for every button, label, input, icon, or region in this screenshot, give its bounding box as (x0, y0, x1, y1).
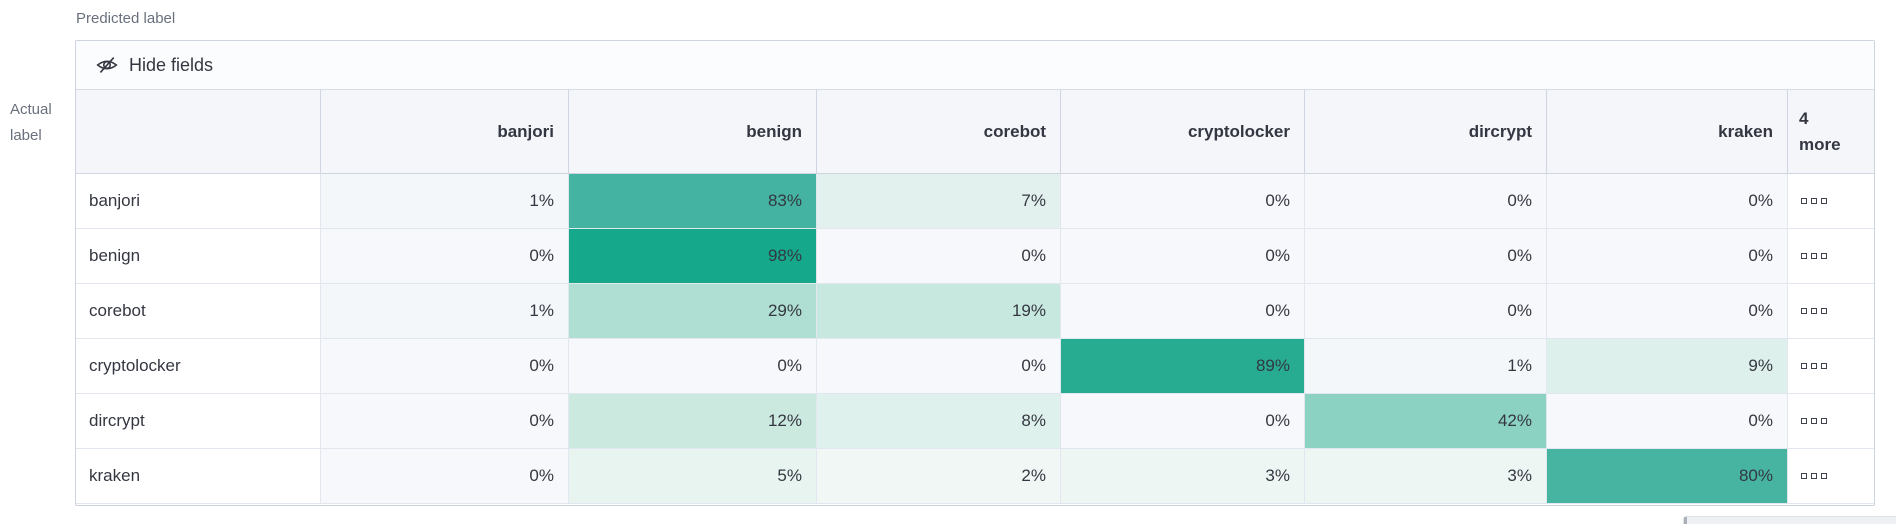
matrix-cell-kraken-banjori: 0% (321, 449, 569, 504)
cell-actions-button[interactable] (1788, 284, 1874, 339)
matrix-cell-corebot-dircrypt: 0% (1305, 284, 1547, 339)
matrix-cell-benign-banjori: 0% (321, 229, 569, 284)
matrix-cell-banjori-cryptolocker: 0% (1061, 174, 1305, 229)
boxes-horizontal-icon (1801, 198, 1827, 204)
hide-fields-button[interactable]: Hide fields (96, 54, 213, 76)
confusion-matrix-panel: Hide fields banjori benign corebot cryptolo… (75, 40, 1875, 506)
actual-label-axis-title: Actual label (10, 97, 72, 149)
matrix-cell-banjori-dircrypt: 0% (1305, 174, 1547, 229)
matrix-cell-dircrypt-benign: 12% (569, 394, 817, 449)
predicted-label-axis-title: Predicted label (76, 10, 176, 27)
matrix-cell-corebot-cryptolocker: 0% (1061, 284, 1305, 339)
matrix-cell-corebot-corebot: 19% (817, 284, 1061, 339)
row-label-cryptolocker: cryptolocker (76, 339, 321, 394)
boxes-horizontal-icon (1801, 363, 1827, 369)
column-header-overflow[interactable]: 4 more (1788, 90, 1874, 174)
matrix-cell-kraken-kraken: 80% (1547, 449, 1788, 504)
column-header-benign[interactable]: benign (569, 90, 817, 174)
cell-actions-button[interactable] (1788, 394, 1874, 449)
column-header-dircrypt[interactable]: dircrypt (1305, 90, 1547, 174)
matrix-cell-cryptolocker-kraken: 9% (1547, 339, 1788, 394)
boxes-horizontal-icon (1801, 308, 1827, 314)
matrix-cell-cryptolocker-benign: 0% (569, 339, 817, 394)
matrix-cell-banjori-benign: 83% (569, 174, 817, 229)
matrix-cell-kraken-dircrypt: 3% (1305, 449, 1547, 504)
matrix-cell-corebot-benign: 29% (569, 284, 817, 339)
row-label-banjori: banjori (76, 174, 321, 229)
matrix-cell-benign-corebot: 0% (817, 229, 1061, 284)
cell-actions-button[interactable] (1788, 339, 1874, 394)
cell-actions-button[interactable] (1788, 174, 1874, 229)
row-label-benign: benign (76, 229, 321, 284)
boxes-horizontal-icon (1801, 253, 1827, 259)
matrix-cell-dircrypt-cryptolocker: 0% (1061, 394, 1305, 449)
matrix-cell-banjori-banjori: 1% (321, 174, 569, 229)
matrix-cell-banjori-kraken: 0% (1547, 174, 1788, 229)
matrix-cell-cryptolocker-banjori: 0% (321, 339, 569, 394)
matrix-cell-dircrypt-dircrypt: 42% (1305, 394, 1547, 449)
cell-actions-button[interactable] (1788, 229, 1874, 284)
hide-fields-label: Hide fields (129, 54, 214, 75)
overflow-columns-label: 4 more (1799, 108, 1841, 154)
matrix-cell-dircrypt-banjori: 0% (321, 394, 569, 449)
row-label-corebot: corebot (76, 284, 321, 339)
confusion-matrix-grid: banjori benign corebot cryptolocker dircrypt… (76, 90, 1874, 504)
column-header-corebot[interactable]: corebot (817, 90, 1061, 174)
actual-label-line2: label (10, 127, 42, 144)
horizontal-scrollbar-thumb[interactable] (1683, 516, 1896, 524)
boxes-horizontal-icon (1801, 473, 1827, 479)
matrix-cell-cryptolocker-cryptolocker: 89% (1061, 339, 1305, 394)
matrix-cell-benign-dircrypt: 0% (1305, 229, 1547, 284)
matrix-cell-kraken-benign: 5% (569, 449, 817, 504)
matrix-cell-banjori-corebot: 7% (817, 174, 1061, 229)
grid-toolbar: Hide fields (76, 41, 1874, 90)
matrix-cell-cryptolocker-corebot: 0% (817, 339, 1061, 394)
matrix-cell-corebot-banjori: 1% (321, 284, 569, 339)
column-header-cryptolocker[interactable]: cryptolocker (1061, 90, 1305, 174)
row-label-dircrypt: dircrypt (76, 394, 321, 449)
matrix-cell-benign-benign: 98% (569, 229, 817, 284)
matrix-cell-corebot-kraken: 0% (1547, 284, 1788, 339)
column-header-banjori[interactable]: banjori (321, 90, 569, 174)
actual-label-line1: Actual (10, 101, 52, 118)
eye-closed-icon (96, 54, 118, 76)
cell-actions-button[interactable] (1788, 449, 1874, 504)
matrix-cell-dircrypt-corebot: 8% (817, 394, 1061, 449)
matrix-cell-kraken-corebot: 2% (817, 449, 1061, 504)
column-header-kraken[interactable]: kraken (1547, 90, 1788, 174)
matrix-cell-benign-kraken: 0% (1547, 229, 1788, 284)
row-label-kraken: kraken (76, 449, 321, 504)
boxes-horizontal-icon (1801, 418, 1827, 424)
matrix-cell-dircrypt-kraken: 0% (1547, 394, 1788, 449)
matrix-cell-benign-cryptolocker: 0% (1061, 229, 1305, 284)
matrix-cell-cryptolocker-dircrypt: 1% (1305, 339, 1547, 394)
matrix-cell-kraken-cryptolocker: 3% (1061, 449, 1305, 504)
matrix-corner-cell (76, 90, 321, 174)
